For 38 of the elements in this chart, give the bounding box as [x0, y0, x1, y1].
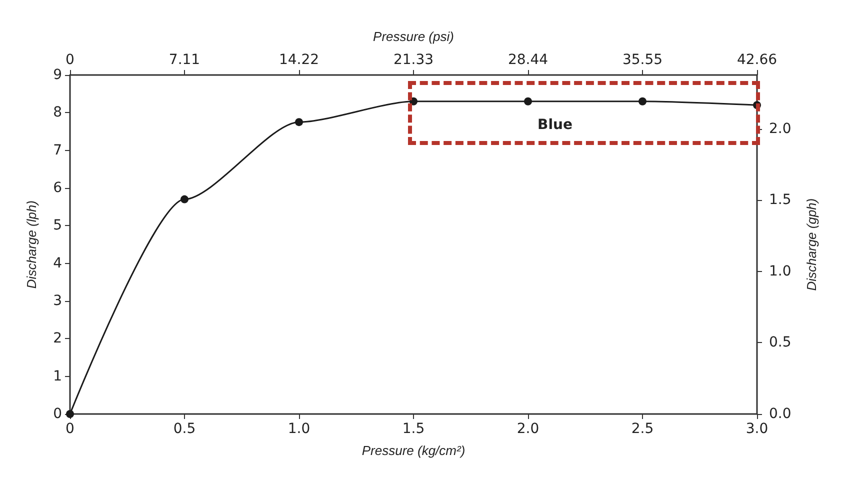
y2-tick-label: 0.0 — [769, 406, 792, 422]
y-tick-label: 6 — [53, 180, 62, 196]
x2-tick-label: 7.11 — [168, 52, 200, 68]
x-tick-label: 0 — [66, 421, 74, 437]
x-tick-label: 2.0 — [516, 421, 540, 437]
y-tick-label: 1 — [53, 368, 62, 384]
y2-tick-label: 1.5 — [769, 192, 792, 208]
y-tick-label: 2 — [53, 330, 62, 347]
y-tick-label: 8 — [53, 104, 62, 121]
x2-tick-label: 28.44 — [508, 52, 548, 68]
y-axis-title: Discharge (lph) — [24, 200, 39, 289]
y2-tick-label: 2.0 — [769, 120, 792, 137]
x-tick-label: 2.5 — [631, 421, 654, 437]
y-tick-label: 0 — [53, 406, 62, 422]
point — [524, 97, 532, 106]
x2-tick-label: 21.33 — [393, 52, 434, 68]
x-tick-label: 0.5 — [173, 421, 196, 437]
x-tick-label: 1.5 — [402, 421, 425, 437]
y-tick-label: 4 — [53, 255, 62, 272]
x2-tick-label: 14.22 — [278, 52, 320, 68]
x2-axis-title: Pressure (psi) — [373, 29, 454, 44]
annotation: Blue — [538, 117, 572, 133]
x2-tick-label: 0 — [66, 52, 74, 68]
y2-axis-title: Discharge (gph) — [804, 198, 819, 291]
y2-tick-label: 1.0 — [769, 263, 792, 280]
point — [638, 97, 646, 106]
x2-tick-label: 35.55 — [622, 52, 663, 68]
x-tick-label: 1.0 — [288, 421, 310, 437]
x2-tick-label: 42.66 — [736, 52, 778, 68]
point — [295, 118, 303, 126]
y-tick-label: 5 — [53, 218, 62, 234]
y-tick-label: 3 — [53, 293, 62, 309]
y2-tick-label: 0.5 — [769, 334, 792, 351]
y-tick-label: 9 — [53, 67, 62, 83]
x-axis-title: Pressure (kg/cm²) — [362, 443, 466, 458]
y-tick-label: 7 — [53, 142, 62, 158]
point — [180, 195, 188, 204]
x-tick-label: 3.0 — [746, 421, 768, 437]
